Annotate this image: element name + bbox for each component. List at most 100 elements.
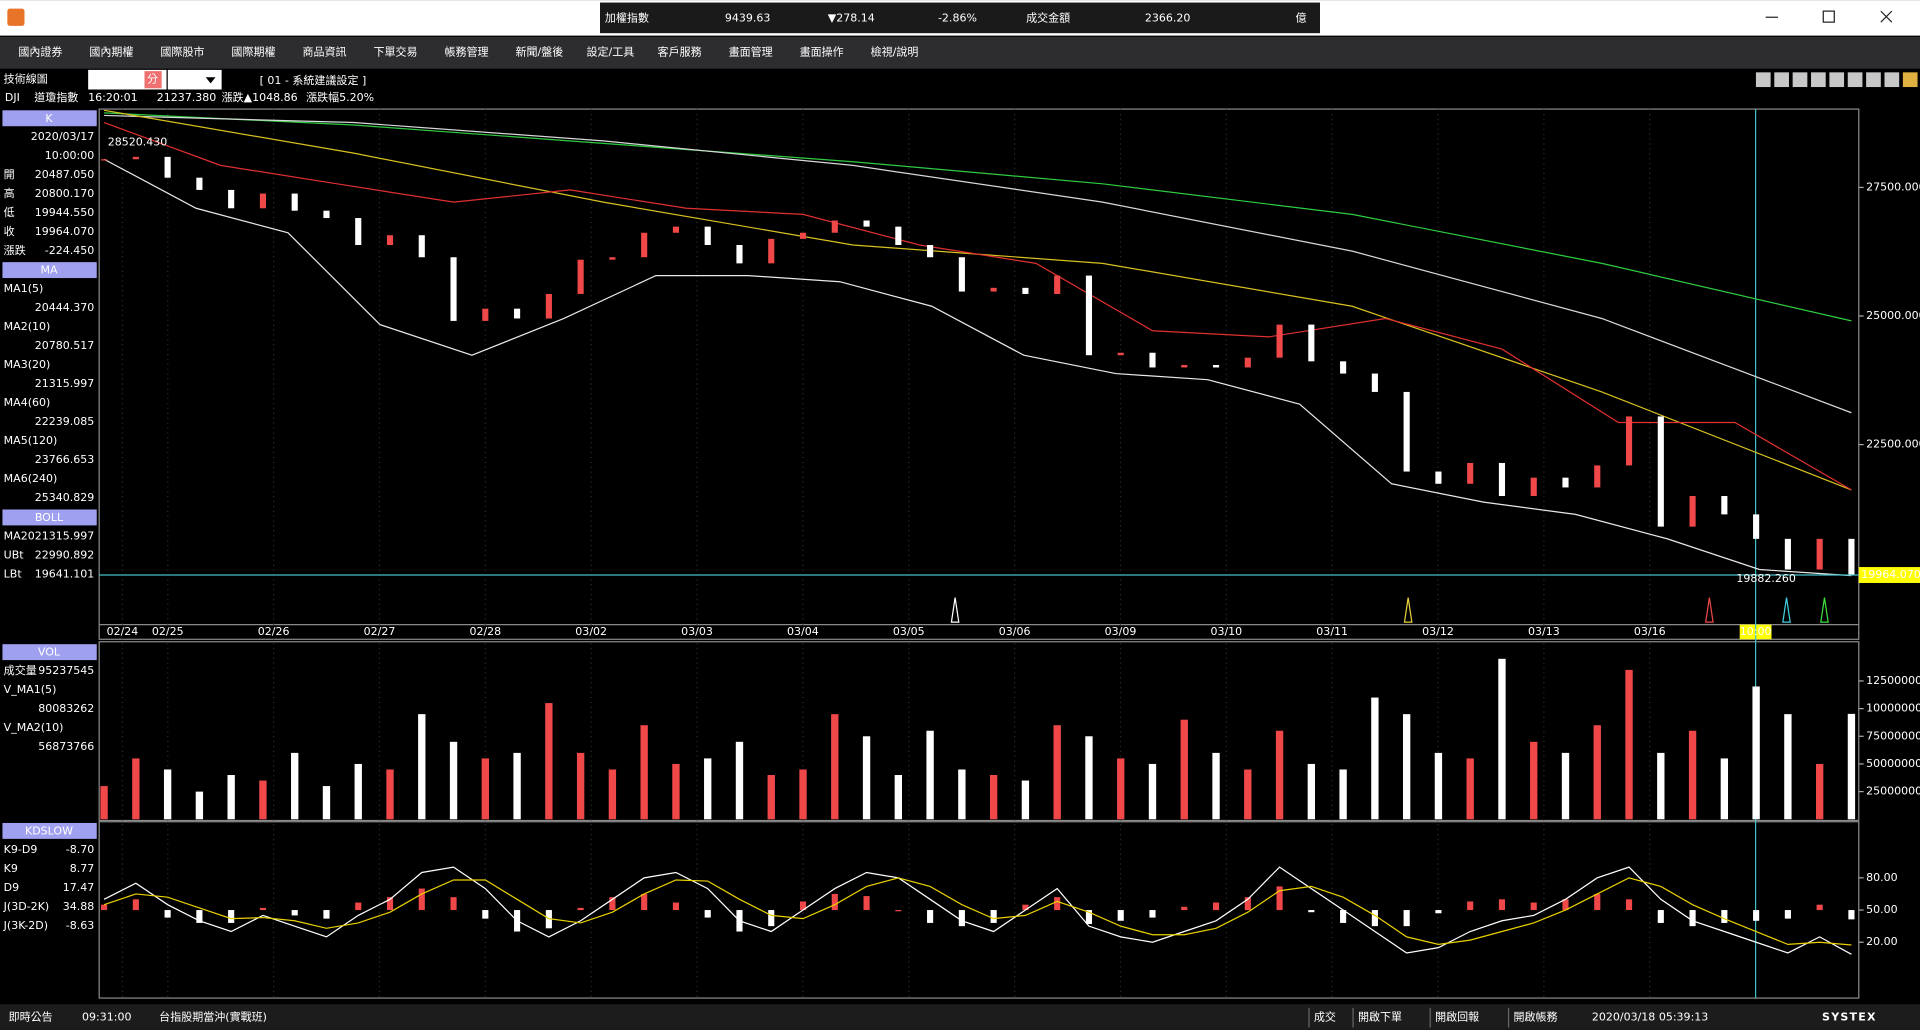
period-button[interactable]: 分 <box>147 73 158 86</box>
kd-histogram-bar <box>1784 910 1791 919</box>
price-frame <box>98 108 1860 640</box>
x-tick-label: 03/06 <box>999 625 1031 638</box>
info-value: 56873766 <box>38 740 94 753</box>
close[interactable] <box>1880 10 1893 23</box>
period-button[interactable]: 日 <box>92 73 103 86</box>
tool-button[interactable] <box>1811 72 1826 88</box>
volume-bar <box>545 703 553 820</box>
marker <box>1782 597 1791 623</box>
marker <box>950 597 960 623</box>
info-label: K9-D9 <box>4 843 38 856</box>
kd-histogram-bar <box>323 910 330 919</box>
menu-item[interactable]: 客戶服務 <box>658 45 702 59</box>
panel-header <box>2 644 97 661</box>
status-button[interactable]: 開啟回報 <box>1435 1011 1479 1024</box>
tool-button[interactable] <box>1829 72 1845 88</box>
x-tick-label: 03/12 <box>1422 625 1454 638</box>
ticker-unit: 億 <box>1296 11 1307 24</box>
interval[interactable]: 30 <box>173 73 187 86</box>
info-label: K9 <box>4 862 18 875</box>
status-time: 09:31:00 <box>82 1011 131 1024</box>
tool-button[interactable] <box>1774 72 1789 88</box>
volume-bar <box>1148 763 1157 820</box>
volume-bar <box>1688 730 1697 820</box>
volume-bar <box>1815 763 1824 820</box>
candle-body <box>1181 364 1188 368</box>
status-datetime: 2020/03/18 05:39:13 <box>1592 1011 1708 1024</box>
tool-button[interactable] <box>1902 72 1918 88</box>
menu-item[interactable]: 下單交易 <box>373 45 417 59</box>
volume-bar <box>513 752 521 820</box>
tool-button[interactable] <box>1755 72 1771 88</box>
interval-box[interactable] <box>167 69 222 90</box>
x-tick-label: 03/13 <box>1528 625 1560 638</box>
kd-histogram-bar <box>641 893 648 911</box>
menu-item[interactable]: 檢視/說明 <box>871 45 919 59</box>
info-value: 19641.101 <box>35 567 95 580</box>
info-value: -8.63 <box>66 919 95 932</box>
status-button[interactable]: 成交 <box>1314 1010 1336 1024</box>
info-label: V_MA1(5) <box>4 683 57 696</box>
candle-body <box>1244 357 1251 368</box>
indicator-line <box>103 121 1852 491</box>
status-button[interactable]: 開啟下單 <box>1358 1011 1402 1024</box>
y-tick-label: 20.00 <box>1866 935 1898 948</box>
menu-item[interactable]: 畫面操作 <box>800 45 844 59</box>
kd-histogram-bar <box>704 910 711 918</box>
kd-histogram-bar <box>609 897 616 911</box>
volume-bar <box>1847 713 1856 820</box>
volume-bar <box>291 752 299 820</box>
kd-histogram-bar <box>768 910 775 927</box>
quote-symbol: DJI <box>5 91 20 104</box>
ticker-turnover: 2366.20 <box>1145 11 1191 24</box>
volume-bar <box>132 758 140 820</box>
quote-change-pct: 漲跌幅5.20% <box>306 90 374 104</box>
period-button[interactable]: 月 <box>129 73 140 86</box>
menu-item[interactable]: 國內期權 <box>89 46 133 59</box>
y-tick-label: 25000.000 <box>1866 309 1920 322</box>
candle-body <box>1625 416 1633 466</box>
kd-histogram-bar <box>1117 910 1124 921</box>
window-controls[interactable] <box>1765 10 1893 23</box>
candle-body <box>1308 324 1315 362</box>
chart-toolbar[interactable] <box>1755 72 1918 88</box>
candle-body <box>323 210 330 219</box>
x-tick-label: 03/03 <box>681 625 713 638</box>
menu-item[interactable]: 商品資訊 <box>302 45 346 59</box>
kd-histogram-bar <box>1054 897 1061 911</box>
kd-histogram-bar <box>1657 910 1664 923</box>
volume-bar <box>259 780 267 820</box>
period-button[interactable]: 週 <box>110 72 121 86</box>
tool-button[interactable] <box>1884 72 1900 88</box>
menu-item[interactable]: 設定/工具 <box>587 45 635 59</box>
candle-body <box>1594 465 1601 488</box>
menu-item[interactable]: 帳務管理 <box>444 45 488 59</box>
indicator-line <box>104 114 1852 414</box>
candle-body <box>1689 496 1696 527</box>
volume-bar <box>322 786 331 820</box>
tool-button[interactable] <box>1847 72 1863 88</box>
tool-button[interactable] <box>1866 72 1881 88</box>
menu-item[interactable]: 國內證券 <box>18 45 62 59</box>
maximize[interactable] <box>1822 10 1835 23</box>
volume-bar <box>989 775 998 820</box>
tool-button[interactable] <box>1792 72 1808 88</box>
info-label: MA5(120) <box>4 434 58 447</box>
menu-item[interactable]: 國際期權 <box>231 46 275 59</box>
kd-histogram-bar <box>895 910 902 912</box>
menu-item[interactable]: 新聞/盤後 <box>516 45 564 59</box>
menu-item[interactable]: 畫面管理 <box>729 45 773 59</box>
panel-header <box>2 509 97 526</box>
candle-body <box>704 226 711 245</box>
status-button[interactable]: 開啟帳務 <box>1513 1010 1557 1024</box>
last-price-label: 19964.070 <box>1861 568 1920 581</box>
x-tick-label: 02/26 <box>258 625 290 638</box>
candle-body <box>1340 361 1347 374</box>
candle-body <box>164 156 171 178</box>
signal-markers <box>950 597 1829 623</box>
panel-header <box>2 822 97 839</box>
info-label: MA4(60) <box>4 396 51 409</box>
candle-body <box>228 189 235 209</box>
menu-item[interactable]: 國際股市 <box>160 45 204 59</box>
info-label: 漲跌 <box>4 243 26 257</box>
